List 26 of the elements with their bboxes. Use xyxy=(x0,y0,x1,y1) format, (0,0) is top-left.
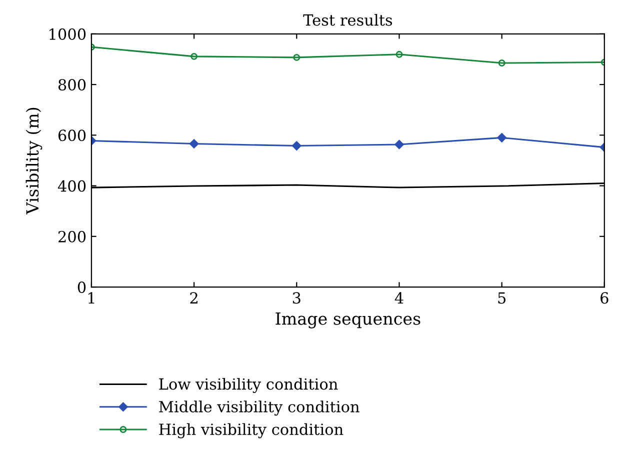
y-tick-label: 0 xyxy=(78,281,86,294)
point xyxy=(189,139,199,148)
x-tick-label: 2 xyxy=(190,292,198,304)
point xyxy=(497,133,506,142)
y-tick-label: 1000 xyxy=(50,28,86,40)
x-tick-label: 3 xyxy=(292,292,300,304)
legend-label: Low visibility condition xyxy=(159,378,338,393)
point xyxy=(498,60,506,66)
chart-title: Test results xyxy=(303,14,392,26)
y-tick-label: 200 xyxy=(58,230,86,242)
x-tick-label: 4 xyxy=(394,292,404,304)
y-tick-label: 600 xyxy=(58,130,86,142)
x-tick-label: 5 xyxy=(498,292,506,304)
point xyxy=(190,52,198,60)
y-tick-label: 800 xyxy=(58,78,86,91)
point xyxy=(394,140,404,150)
y-axis-title: Visibility (m) xyxy=(26,108,42,215)
x-tick-label: 1 xyxy=(88,292,94,304)
x-axis-title: Image sequences xyxy=(276,312,420,328)
legend-label: High visibility condition xyxy=(159,423,344,438)
y-tick-label: 400 xyxy=(58,180,86,192)
point xyxy=(292,141,302,150)
x-tick-label: 6 xyxy=(600,292,608,304)
legend-label: Middle visibility condition xyxy=(159,400,360,416)
point xyxy=(396,50,403,58)
point xyxy=(293,54,300,61)
